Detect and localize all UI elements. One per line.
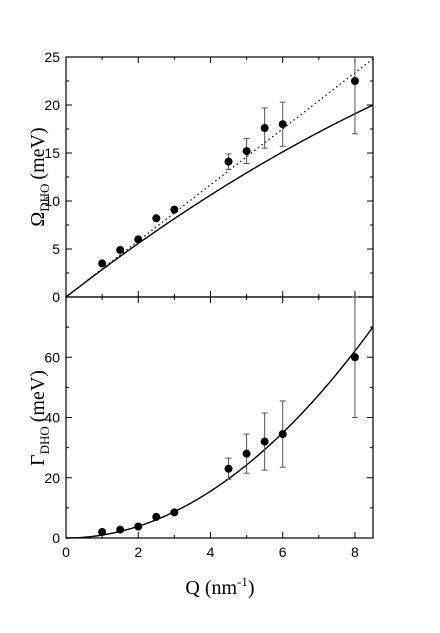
- gamma-data-point: [224, 464, 233, 473]
- gamma-y-tick-label: 0: [52, 530, 60, 546]
- omega-data-point: [152, 214, 161, 223]
- gamma-y-ticks: 0 20 40 60: [44, 326, 373, 546]
- omega-y-axis-title: ΩDHO (meV): [27, 127, 52, 226]
- gamma-y-symbol: Γ: [27, 454, 49, 466]
- gamma-y-unit: (meV): [27, 370, 49, 422]
- x-axis-title: Q (nm-1): [185, 574, 254, 599]
- omega-data-point: [98, 259, 107, 268]
- omega-data-point: [278, 120, 287, 129]
- omega-y-tick-label: 15: [44, 145, 60, 161]
- x-tick-label: 4: [207, 544, 215, 560]
- omega-data-point: [224, 157, 233, 166]
- gamma-solid-line: [65, 326, 374, 539]
- omega-data-point: [350, 77, 359, 85]
- omega-y-tick-label: 10: [44, 193, 60, 209]
- omega-data-points: [98, 57, 359, 268]
- x-tick-label: 8: [351, 544, 359, 560]
- x-tick-label: 6: [279, 544, 287, 560]
- x-axis-symbol: Q: [185, 577, 200, 599]
- x-axis-superscript: -1: [237, 574, 248, 589]
- omega-data-point: [116, 245, 125, 254]
- omega-data-point: [260, 124, 269, 133]
- gamma-y-subscript: DHO: [37, 426, 52, 454]
- omega-solid-line: [65, 104, 374, 298]
- omega-y-tick-label: 25: [44, 49, 60, 65]
- gamma-data-point: [152, 512, 161, 521]
- gamma-y-tick-label: 20: [44, 470, 60, 486]
- x-tick-label: 2: [134, 544, 142, 560]
- gamma-data-point: [134, 522, 143, 531]
- gamma-data-point: [170, 508, 179, 517]
- omega-y-tick-label: 0: [52, 289, 60, 305]
- omega-y-tick-label: 20: [44, 97, 60, 113]
- omega-plot-frame: [65, 56, 374, 298]
- gamma-panel: 0 20 40 60 0 2 4 6 8 ΓDHO (meV): [27, 296, 374, 560]
- gamma-x-ticks: 0 2 4 6 8: [62, 297, 359, 560]
- gamma-data-point: [350, 353, 359, 362]
- gamma-y-tick-label: 60: [44, 349, 60, 365]
- omega-y-symbol: Ω: [27, 212, 49, 227]
- omega-y-subscript: DHO: [37, 184, 52, 212]
- omega-y-ticks: 0 5 10 15 20 25: [44, 49, 373, 305]
- gamma-y-tick-label: 40: [44, 410, 60, 426]
- x-tick-label: 0: [62, 544, 70, 560]
- omega-data-point: [170, 205, 179, 214]
- omega-x-ticks: [65, 57, 356, 297]
- gamma-data-points: [98, 296, 359, 536]
- gamma-y-axis-title: ΓDHO (meV): [27, 370, 52, 466]
- omega-y-unit: (meV): [27, 127, 49, 179]
- gamma-data-point: [242, 449, 251, 458]
- gamma-data-point: [116, 525, 125, 534]
- gamma-data-point: [260, 437, 269, 446]
- omega-data-point: [134, 235, 143, 244]
- gamma-plot-frame: [65, 296, 374, 539]
- omega-y-tick-label: 5: [52, 241, 60, 257]
- omega-data-point: [242, 147, 251, 156]
- gamma-data-point: [98, 527, 107, 536]
- omega-dotted-line: [65, 58, 374, 298]
- gamma-data-point: [278, 430, 287, 439]
- x-axis-unit: (nm: [205, 577, 238, 599]
- omega-panel: 0 5 10 15 20 25 ΩDHO (meV): [27, 49, 374, 305]
- x-axis-close: ): [248, 577, 255, 599]
